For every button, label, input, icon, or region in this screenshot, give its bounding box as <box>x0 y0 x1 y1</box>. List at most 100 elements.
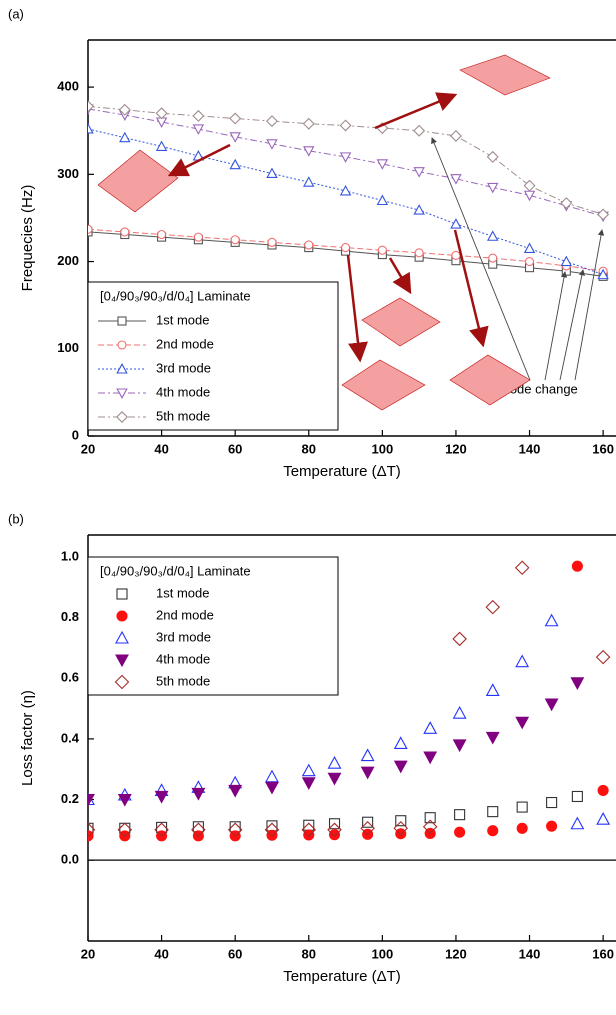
marker <box>88 100 94 113</box>
marker <box>302 117 315 130</box>
marker <box>301 777 316 790</box>
y-tick-label: 300 <box>57 166 79 181</box>
marker <box>88 793 95 807</box>
marker <box>424 812 436 824</box>
marker <box>570 677 585 691</box>
marker <box>571 790 583 803</box>
marker <box>571 560 583 572</box>
y-tick-label: 0.2 <box>61 791 79 806</box>
marker <box>303 176 315 187</box>
marker <box>523 242 536 254</box>
marker <box>523 190 536 202</box>
legend-title: [0₄/90₃/90₃/d/0₄] Laminate <box>100 563 251 578</box>
marker <box>514 560 530 576</box>
marker <box>422 819 438 835</box>
plots: (a) 0 100 200 300 400 20 40 60 80 100 120 140 160 Temp… <box>8 6 616 985</box>
marker <box>327 772 342 786</box>
marker <box>266 139 278 150</box>
marker <box>544 613 559 627</box>
marker <box>597 208 610 221</box>
pointer <box>559 269 585 381</box>
marker <box>524 257 535 267</box>
y-tick-label: 100 <box>57 340 79 355</box>
marker <box>393 736 408 750</box>
marker <box>328 829 341 841</box>
legend-marker <box>116 588 128 600</box>
marker <box>339 184 352 196</box>
marker <box>301 822 317 838</box>
legend-marker <box>115 630 129 644</box>
marker <box>452 706 467 719</box>
marker <box>516 801 528 813</box>
mode-shape <box>449 354 531 406</box>
plot-area <box>88 560 611 842</box>
marker <box>230 235 240 245</box>
x-tick-label: 120 <box>445 946 467 961</box>
marker <box>265 781 279 795</box>
marker <box>376 159 389 170</box>
marker <box>597 268 609 280</box>
marker <box>454 826 466 838</box>
marker <box>193 232 203 242</box>
marker <box>523 179 536 192</box>
legend-label: 1st mode <box>156 585 209 600</box>
marker <box>118 103 131 116</box>
marker <box>362 816 374 828</box>
marker <box>515 716 530 730</box>
legend-marker <box>116 388 128 399</box>
marker <box>393 821 409 836</box>
marker <box>303 829 315 841</box>
legend-label: 5th mode <box>156 408 210 423</box>
marker <box>596 812 611 825</box>
marker <box>449 129 462 142</box>
x-tick-label: 60 <box>228 441 242 456</box>
x-axis-title: Temperature (ΔT) <box>283 968 401 985</box>
marker <box>454 809 466 821</box>
pointer <box>544 271 568 381</box>
x-tick-label: 120 <box>445 441 467 456</box>
marker <box>486 150 499 163</box>
y-tick-label: 400 <box>57 79 79 94</box>
marker <box>266 829 278 841</box>
marker <box>485 599 501 615</box>
arrow <box>374 92 458 130</box>
x-tick-label: 100 <box>372 946 394 961</box>
marker <box>395 815 407 827</box>
marker <box>265 769 279 783</box>
x-tick-label: 40 <box>154 441 168 456</box>
marker <box>393 760 408 774</box>
marker <box>327 822 342 838</box>
y-tick-label: 200 <box>57 253 79 268</box>
marker <box>327 755 342 769</box>
arrow <box>167 143 231 177</box>
marker <box>487 806 499 818</box>
marker <box>376 194 389 206</box>
marker <box>192 109 205 122</box>
x-tick-label: 160 <box>592 441 614 456</box>
marker <box>451 250 461 260</box>
marker <box>339 119 352 132</box>
marker <box>488 253 498 263</box>
legend-marker <box>117 316 127 326</box>
x-tick-label: 20 <box>81 441 95 456</box>
y-tick-label: 0.0 <box>61 852 79 867</box>
legend-marker <box>116 363 128 374</box>
marker <box>265 115 278 128</box>
legend-label: 2nd mode <box>156 336 214 351</box>
marker <box>117 822 133 838</box>
marker <box>452 631 467 647</box>
marker <box>595 649 611 665</box>
arrow <box>346 254 368 363</box>
marker <box>544 698 559 712</box>
mode-shape <box>97 149 179 213</box>
panel-label: (a) <box>8 6 24 21</box>
marker <box>450 218 462 229</box>
x-tick-label: 140 <box>519 441 541 456</box>
marker <box>413 204 425 215</box>
marker <box>191 822 206 838</box>
marker <box>229 158 241 170</box>
marker <box>155 140 168 151</box>
legend-marker <box>115 654 129 668</box>
legend-label: 4th mode <box>156 384 210 399</box>
marker <box>450 174 462 185</box>
